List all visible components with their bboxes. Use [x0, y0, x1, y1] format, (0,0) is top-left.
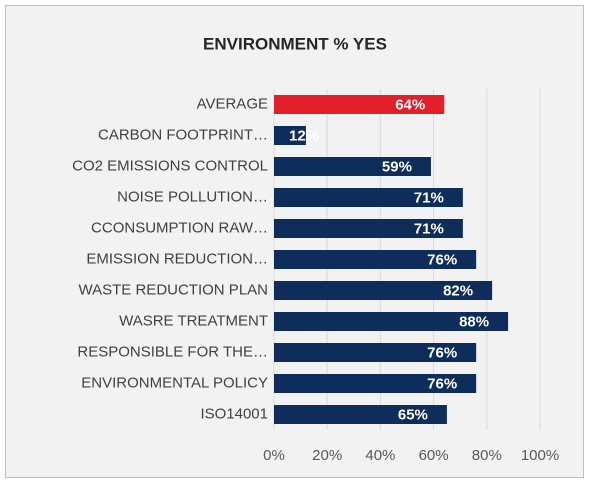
bar	[274, 405, 447, 424]
y-tick-label: CO2 EMISSIONS CONTROL	[72, 157, 268, 174]
value-label: 71%	[414, 189, 444, 206]
bar	[274, 312, 509, 331]
bar	[274, 281, 493, 300]
y-tick-label: AVERAGE	[197, 95, 268, 112]
chart-title: ENVIRONMENT % YES	[203, 34, 387, 53]
x-tick-label: 60%	[419, 447, 449, 464]
value-label: 82%	[443, 282, 473, 299]
y-tick-label: CCONSUMPTION RAW…	[91, 219, 268, 236]
x-tick-label: 0%	[263, 447, 285, 464]
y-tick-label: CARBON FOOTPRINT…	[98, 126, 268, 143]
value-label: 76%	[427, 344, 457, 361]
value-label: 65%	[398, 406, 428, 423]
value-label: 88%	[459, 313, 489, 330]
y-tick-label: WASRE TREATMENT	[119, 312, 268, 329]
y-tick-label: EMISSION REDUCTION…	[86, 250, 268, 267]
value-label: 76%	[427, 375, 457, 392]
value-label: 64%	[395, 96, 425, 113]
bar	[274, 219, 463, 238]
y-tick-label: NOISE POLLUTION…	[117, 188, 268, 205]
y-tick-label: ENVIRONMENTAL POLICY	[81, 374, 268, 391]
value-label: 12%	[289, 127, 319, 144]
x-tick-label: 20%	[312, 447, 342, 464]
bar	[274, 250, 477, 269]
bar	[274, 343, 477, 362]
y-tick-label: ISO14001	[200, 405, 268, 422]
x-tick-label: 100%	[521, 447, 559, 464]
y-tick-label: RESPONSIBLE FOR THE…	[77, 343, 268, 360]
x-tick-label: 40%	[365, 447, 395, 464]
bar	[274, 126, 306, 145]
bar	[274, 157, 431, 176]
value-label: 71%	[414, 220, 444, 237]
bar	[274, 188, 463, 207]
y-tick-label: WASTE REDUCTION PLAN	[79, 281, 268, 298]
bar	[274, 374, 477, 393]
value-label: 76%	[427, 251, 457, 268]
value-label: 59%	[382, 158, 412, 175]
x-tick-label: 80%	[472, 447, 502, 464]
bar	[274, 95, 445, 114]
